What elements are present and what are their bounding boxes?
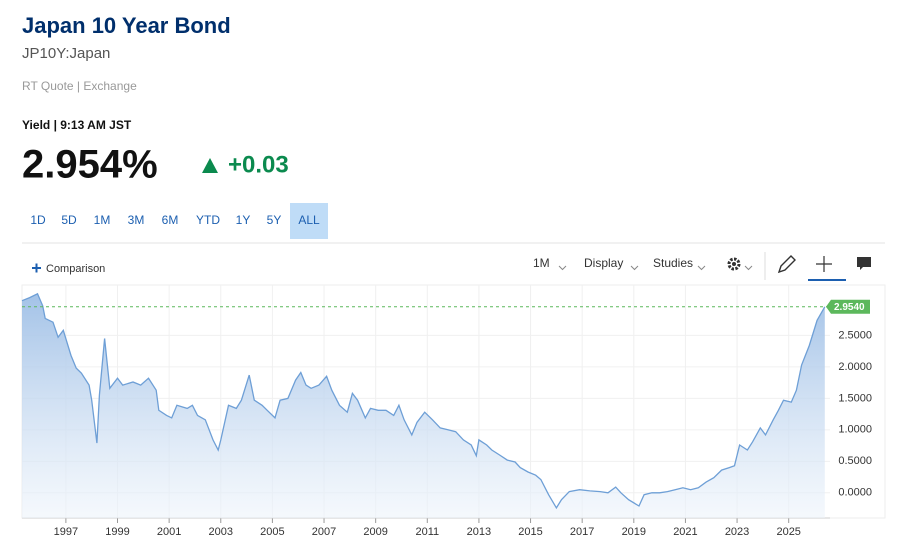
- symbol: JP10Y:Japan: [22, 45, 110, 62]
- display-menu[interactable]: Display: [584, 256, 639, 271]
- x-tick-label: 1999: [105, 526, 129, 538]
- comparison-button[interactable]: Comparison: [32, 263, 105, 275]
- x-tick-label: 2007: [312, 526, 336, 538]
- y-tick-label: 2.5000: [838, 329, 872, 341]
- tab-label: YTD: [196, 213, 220, 227]
- range-tab[interactable]: 1D: [30, 213, 46, 227]
- x-tick-label: 2021: [673, 526, 697, 538]
- active-tab-bg: [290, 203, 328, 239]
- range-tab[interactable]: 1M: [94, 213, 111, 227]
- x-tick-label: 1997: [54, 526, 78, 538]
- range-tab[interactable]: 3M: [128, 213, 145, 227]
- up-arrow: [202, 158, 218, 173]
- y-tick-label: 1.5000: [838, 392, 872, 404]
- chart: 1997 1999 2001 2003 2005 2007 2009 2011 2013 2015…: [21, 285, 872, 538]
- x-tick-label: 2001: [157, 526, 181, 538]
- x-tick-label: 2009: [363, 526, 387, 538]
- chevron: [630, 265, 639, 271]
- tab-label: 5D: [61, 213, 77, 227]
- settings-button[interactable]: [727, 257, 753, 271]
- x-tick-label: 2017: [570, 526, 594, 538]
- interval-label: 1M: [533, 256, 550, 270]
- range-tab[interactable]: 5D: [61, 213, 77, 227]
- range-tab[interactable]: YTD: [196, 213, 220, 227]
- range-tab[interactable]: ALL: [290, 203, 328, 239]
- tab-label: ALL: [298, 213, 320, 227]
- tab-label: 1Y: [236, 213, 251, 227]
- chevron: [558, 265, 567, 271]
- range-tabs: 1D 5D 1M 3M 6M YTD 1Y 5Y ALL: [30, 203, 328, 239]
- tab-label: 1M: [94, 213, 111, 227]
- line: [21, 292, 826, 510]
- range-tab[interactable]: 6M: [162, 213, 179, 227]
- display-label: Display: [584, 256, 623, 270]
- x-tick-label: 2019: [622, 526, 646, 538]
- tab-label: 3M: [128, 213, 145, 227]
- comment-icon[interactable]: [857, 257, 871, 270]
- chevron: [697, 265, 706, 271]
- gear-icon: [727, 257, 741, 271]
- range-tab[interactable]: 5Y: [267, 213, 282, 227]
- y-tick-label: 1.0000: [838, 424, 872, 436]
- change: +0.03: [228, 151, 289, 178]
- x-tick-label: 2023: [725, 526, 749, 538]
- crosshair-icon[interactable]: [816, 256, 832, 272]
- y-tick-label: 0.0000: [838, 487, 872, 499]
- price: 2.954%: [22, 143, 158, 187]
- tab-label: 1D: [30, 213, 46, 227]
- y-tick-label: 2.0000: [838, 361, 872, 373]
- price-badge-label: 2.9540: [834, 302, 865, 313]
- tab-label: 5Y: [267, 213, 282, 227]
- studies-menu[interactable]: Studies: [653, 256, 706, 271]
- x-tick-label: 2003: [209, 526, 233, 538]
- x-tick-label: 2025: [776, 526, 800, 538]
- source: RT Quote | Exchange: [22, 79, 137, 93]
- comparison-label: Comparison: [46, 263, 105, 275]
- gear-hub: [732, 262, 736, 266]
- price-badge: [826, 299, 870, 314]
- studies-label: Studies: [653, 256, 693, 270]
- x-tick-label: 2011: [415, 526, 439, 538]
- x-tick-label: 2015: [518, 526, 542, 538]
- x-tick-label: 2005: [260, 526, 284, 538]
- chevron: [744, 265, 753, 271]
- title: Japan 10 Year Bond: [22, 13, 231, 38]
- draw-icon[interactable]: [777, 255, 796, 274]
- y-tick-label: 0.5000: [838, 455, 872, 467]
- area: [22, 293, 825, 518]
- tab-label: 6M: [162, 213, 179, 227]
- plus-icon: [32, 263, 41, 273]
- interval-menu[interactable]: 1M: [533, 256, 567, 271]
- x-tick-label: 2013: [467, 526, 491, 538]
- timestamp: Yield | 9:13 AM JST: [22, 118, 132, 132]
- range-tab[interactable]: 1Y: [236, 213, 251, 227]
